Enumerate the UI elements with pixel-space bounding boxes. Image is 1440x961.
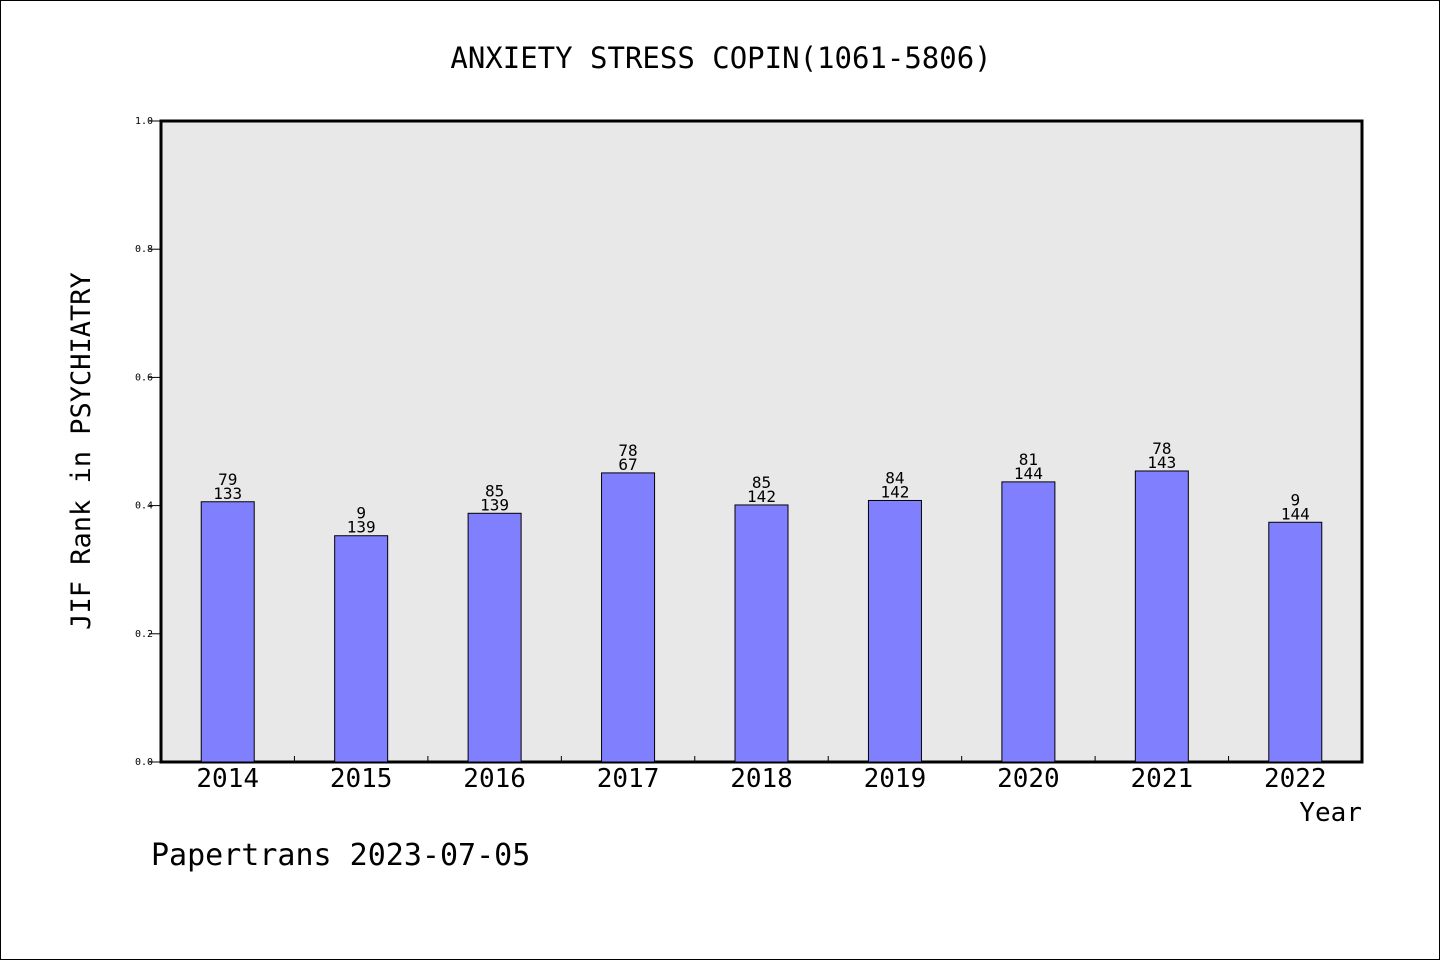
bar [1134, 470, 1189, 763]
bar-total-label: 139 [347, 518, 376, 537]
x-tick-label: 2021 [1131, 764, 1194, 794]
bar [1001, 481, 1056, 763]
bar [200, 501, 255, 763]
bar-rank-label: 9 [1290, 490, 1300, 509]
bar [601, 472, 656, 763]
bar-total-label: 133 [213, 484, 242, 503]
y-tick-label: 0.4 [135, 501, 153, 512]
bars [200, 470, 1323, 763]
x-tick-label: 2022 [1264, 764, 1327, 794]
x-tick-label: 2016 [463, 764, 526, 794]
bar-total-label: 144 [1281, 504, 1310, 523]
bar-rank-label: 81 [1019, 450, 1038, 469]
bar-total-label: 142 [880, 482, 909, 501]
footer-watermark: Papertrans 2023-07-05 [151, 838, 530, 873]
y-tick-label: 0.8 [135, 244, 153, 255]
bar-total-label: 142 [747, 487, 776, 506]
bar-rank-label: 85 [752, 473, 771, 492]
bar-rank-label: 9 [356, 504, 366, 523]
bar-total-label: 143 [1147, 453, 1176, 472]
bar-rank-label: 79 [218, 470, 237, 489]
bar-rank-label: 85 [485, 481, 504, 500]
x-tick-label: 2017 [597, 764, 660, 794]
bar-rank-label: 84 [885, 468, 904, 487]
x-tick-label: 2015 [330, 764, 393, 794]
x-tick-label: 2020 [997, 764, 1060, 794]
x-tick-label: 2019 [864, 764, 927, 794]
bar [467, 512, 522, 763]
bar-rank-label: 78 [618, 441, 637, 460]
y-tick-label: 0.0 [135, 757, 153, 768]
bar [734, 504, 789, 763]
y-tick-label: 1.0 [135, 116, 153, 127]
x-axis: 2014 2015 2016 2017 2018 2019 2020 2021 2022 [196, 756, 1327, 794]
chart-title: ANXIETY STRESS COPIN(1061-5806) [450, 41, 991, 75]
bar-rank-label: 78 [1152, 439, 1171, 458]
y-tick-label: 0.6 [135, 372, 153, 383]
bar-total-label: 144 [1014, 464, 1043, 483]
y-axis-label: JIF Rank in PSYCHIATRY [66, 272, 97, 630]
bar [334, 535, 389, 763]
y-axis: 0.0 0.2 0.4 0.6 0.8 1.0 [135, 116, 161, 768]
bar-labels: 7913391398513978678514284142811447814391… [213, 439, 1309, 537]
y-tick-label: 0.2 [135, 629, 153, 640]
bar-total-label: 139 [480, 495, 509, 514]
bar-total-label: 67 [618, 455, 637, 474]
bar [867, 499, 922, 763]
bar [1268, 521, 1323, 763]
x-tick-label: 2014 [196, 764, 259, 794]
x-tick-label: 2018 [730, 764, 793, 794]
x-axis-label: Year [1299, 798, 1362, 828]
